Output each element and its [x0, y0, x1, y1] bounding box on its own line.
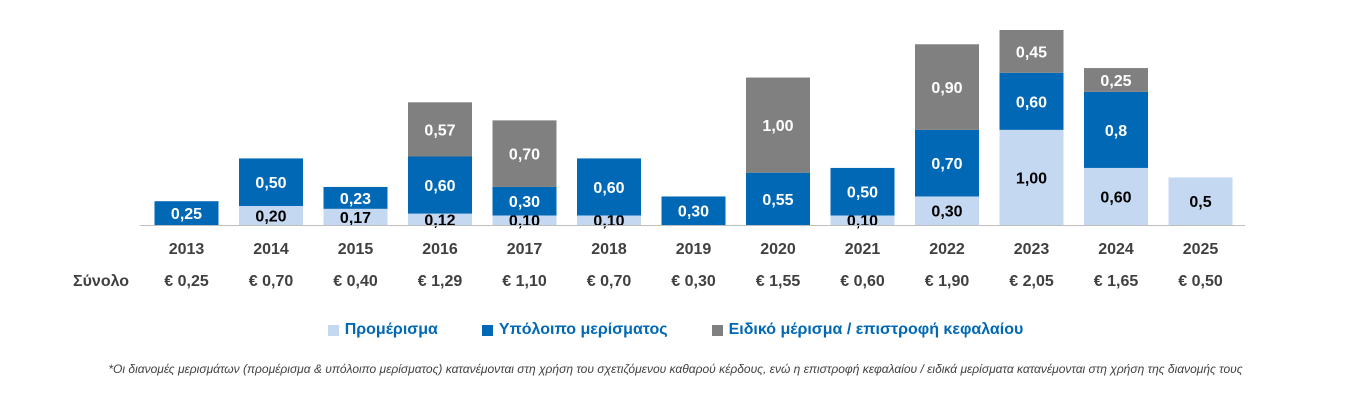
x-tick-label-2018: 2018	[591, 241, 627, 258]
data-label-special-2022: 0,90	[931, 80, 962, 97]
data-label-final-2018: 0,60	[593, 180, 624, 197]
total-label-2013: € 0,25	[164, 273, 209, 290]
bar-special-2017	[492, 120, 557, 187]
bar-final-2021	[830, 167, 895, 216]
data-label-final-2016: 0,60	[424, 178, 455, 195]
x-tick-label-2024: 2024	[1098, 241, 1134, 258]
data-label-special-2017: 0,70	[509, 147, 540, 164]
data-label-special-2016: 0,57	[424, 122, 455, 139]
footnote: *Οι διανομές μερισμάτων (προμέρισμα & υπ…	[108, 362, 1243, 376]
legend-label-final: Υπόλοιπο μερίσματος	[498, 321, 668, 338]
x-tick-label-2014: 2014	[253, 241, 289, 258]
bar-interim-2023	[999, 129, 1064, 225]
total-label-2023: € 2,05	[1009, 273, 1054, 290]
legend-swatch-interim	[327, 324, 339, 336]
x-tick-label-2021: 2021	[845, 241, 881, 258]
x-tick-label-2016: 2016	[422, 241, 458, 258]
bar-interim-2016	[408, 213, 472, 225]
total-label-2014: € 0,70	[249, 273, 294, 290]
bars-group: 0,25 0,20 0,50 0,17 0,23 0,12 0,60 0,57 0,10 0,30…	[154, 30, 1233, 230]
legend-swatch-special	[711, 324, 723, 336]
legend-item-final: Υπόλοιπο μερίσματος	[481, 321, 668, 339]
x-tick-label-2022: 2022	[929, 241, 965, 258]
total-label-2016: € 1,29	[418, 273, 463, 290]
bar-final-2015	[323, 186, 388, 209]
data-label-final-2021: 0,50	[847, 185, 878, 202]
total-label-2024: € 1,65	[1094, 273, 1139, 290]
total-label-2020: € 1,55	[756, 273, 801, 290]
data-label-final-2014: 0,50	[255, 175, 286, 192]
data-label-interim-2022: 0,30	[931, 204, 962, 221]
total-label-2018: € 0,70	[587, 273, 632, 290]
legend-item-interim: Προμέρισμα	[327, 321, 438, 339]
total-label-2017: € 1,10	[502, 273, 547, 290]
x-tick-label-2013: 2013	[169, 241, 205, 258]
bar-interim-2014	[239, 205, 303, 225]
data-label-final-2013: 0,25	[171, 206, 202, 223]
total-label-2019: € 0,30	[671, 273, 716, 290]
bar-final-2019	[661, 196, 726, 225]
data-label-interim-2014: 0,20	[255, 208, 286, 225]
bar-final-2013	[154, 201, 219, 225]
legend-item-special: Ειδικό μέρισμα / επιστροφή κεφαλαίου	[711, 321, 1024, 339]
data-label-interim-2015: 0,17	[340, 210, 371, 227]
bar-interim-2021	[830, 215, 895, 225]
totals-row: € 0,25 € 0,70 € 0,40 € 1,29 € 1,10 € 0,70 € 0,…	[164, 273, 1223, 290]
x-tick-label-2019: 2019	[676, 241, 712, 258]
bar-final-2022	[915, 129, 979, 197]
bar-special-2020	[746, 77, 810, 173]
total-label-2022: € 1,90	[925, 273, 970, 290]
data-label-special-2023: 0,45	[1016, 44, 1047, 61]
data-label-interim-2023: 1,00	[1016, 170, 1047, 187]
data-label-interim-2017: 0,10	[509, 213, 540, 230]
data-label-interim-2024: 0,60	[1100, 189, 1131, 206]
bar-special-2022	[915, 44, 979, 130]
data-label-final-2023: 0,60	[1016, 94, 1047, 111]
data-label-final-2017: 0,30	[509, 194, 540, 211]
bar-interim-2022	[915, 196, 979, 225]
total-label-2021: € 0,60	[840, 273, 885, 290]
x-tick-label-2015: 2015	[338, 241, 374, 258]
legend-label-special: Ειδικό μέρισμα / επιστροφή κεφαλαίου	[728, 321, 1024, 338]
data-label-special-2020: 1,00	[762, 118, 793, 135]
x-tick-label-2020: 2020	[760, 241, 796, 258]
data-label-interim-2021: 0,10	[847, 213, 878, 230]
bar-final-2024	[1084, 91, 1148, 168]
bar-final-2014	[239, 158, 303, 206]
bar-final-2018	[577, 158, 641, 216]
bar-special-2024	[1084, 68, 1148, 92]
x-tick-label-2023: 2023	[1014, 241, 1050, 258]
x-tick-label-2025: 2025	[1183, 241, 1219, 258]
legend-label-interim: Προμέρισμα	[344, 321, 438, 338]
totals-row-label: Σύνολο	[73, 273, 129, 290]
data-label-interim-2025: 0,5	[1189, 194, 1211, 211]
bar-special-2023	[999, 30, 1064, 73]
total-label-2025: € 0,50	[1178, 273, 1223, 290]
total-label-2015: € 0,40	[333, 273, 378, 290]
bar-interim-2024	[1084, 167, 1148, 225]
data-label-final-2024: 0,8	[1105, 123, 1127, 140]
bar-interim-2015	[323, 208, 388, 225]
bar-final-2017	[492, 186, 557, 216]
x-axis-labels: 2013 2014 2015 2016 2017 2018 2019 2020 2021 2022…	[169, 241, 1219, 258]
bar-final-2023	[999, 72, 1064, 130]
data-label-special-2024: 0,25	[1100, 73, 1131, 90]
data-label-interim-2016: 0,12	[424, 212, 455, 229]
legend: Προμέρισμα Υπόλοιπο μερίσματος Ειδικό μέ…	[0, 318, 1351, 342]
data-label-final-2022: 0,70	[931, 156, 962, 173]
bar-interim-2018	[577, 215, 641, 225]
bar-final-2020	[746, 172, 810, 225]
data-label-final-2019: 0,30	[678, 204, 709, 221]
data-label-interim-2018: 0,10	[593, 213, 624, 230]
legend-swatch-final	[481, 324, 493, 336]
data-label-final-2020: 0,55	[762, 192, 793, 209]
x-tick-label-2017: 2017	[507, 241, 543, 258]
data-label-final-2015: 0,23	[340, 191, 371, 208]
bar-interim-2025	[1168, 177, 1233, 225]
bar-special-2016	[408, 102, 472, 157]
bar-final-2016	[408, 156, 472, 214]
bar-interim-2017	[492, 215, 557, 225]
